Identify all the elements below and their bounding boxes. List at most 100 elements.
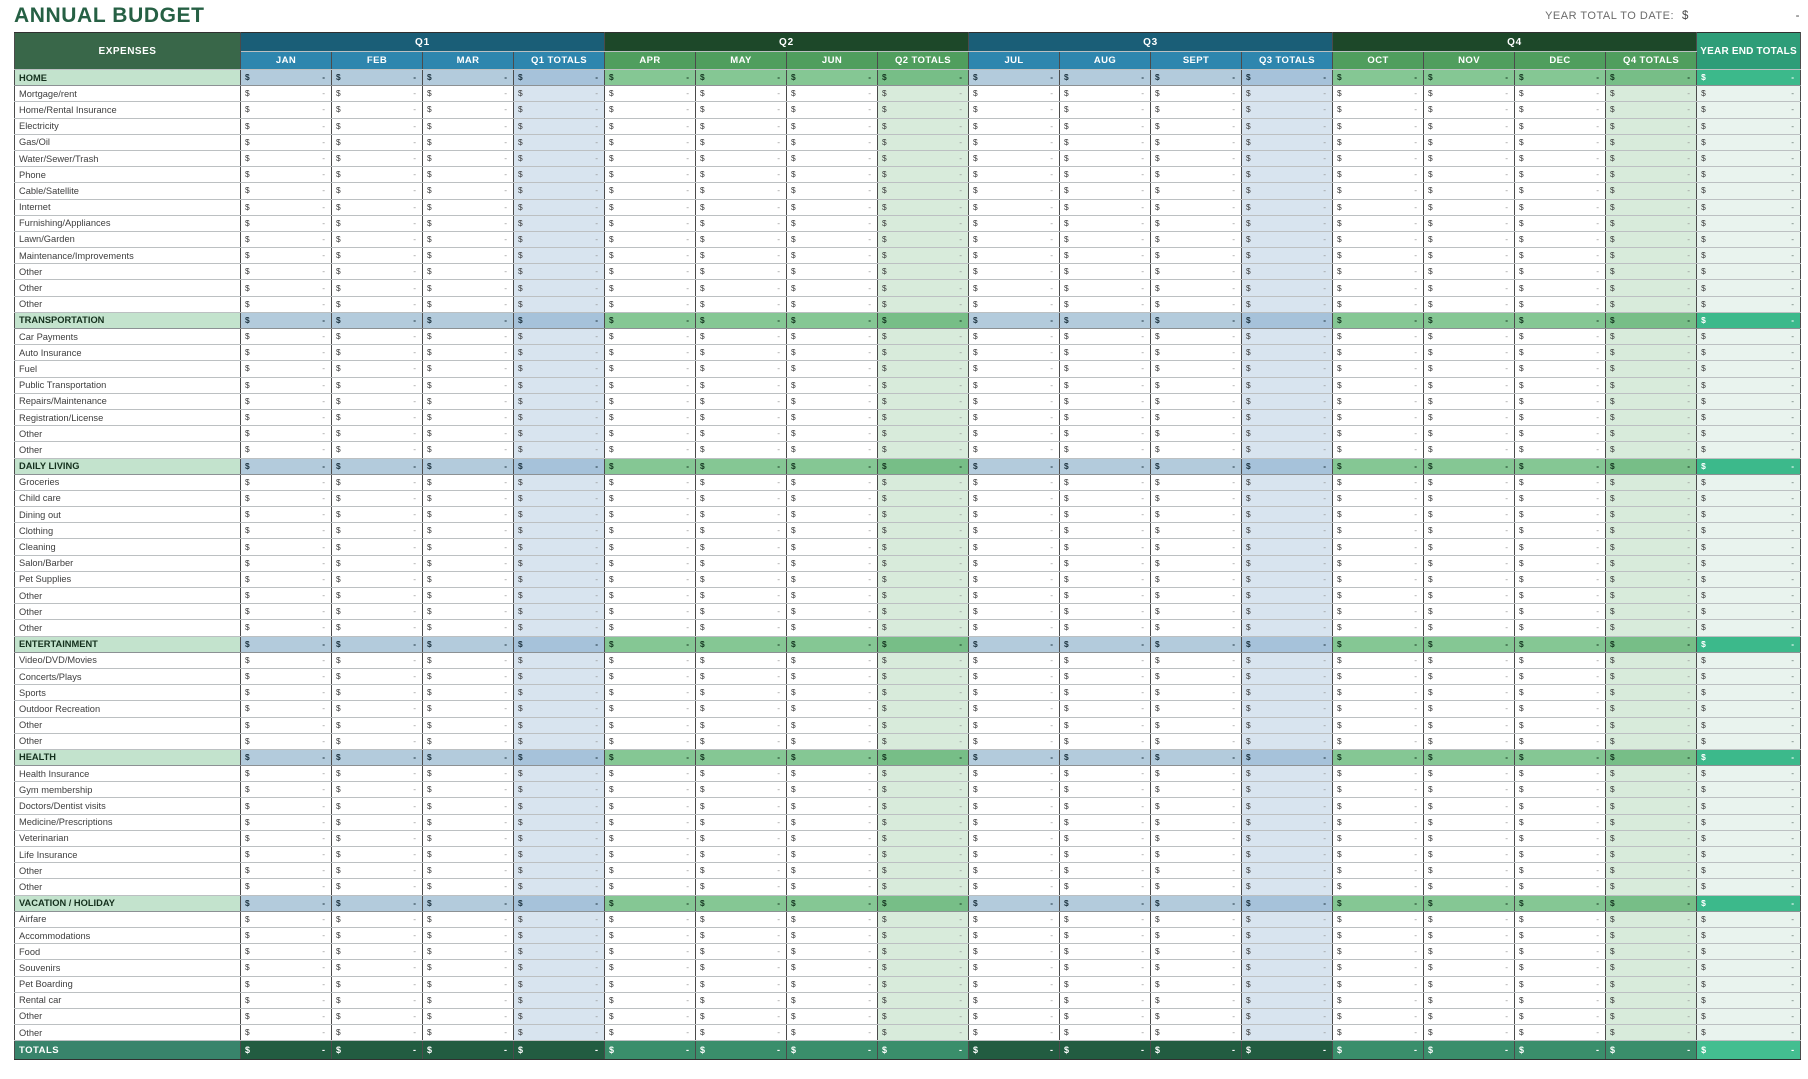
money-cell[interactable]: $ - (1514, 1007, 1607, 1026)
section-money-cell[interactable]: $ - (1423, 68, 1516, 87)
money-cell[interactable]: $ - (604, 85, 697, 103)
money-cell[interactable]: $ - (1332, 667, 1425, 686)
money-cell[interactable]: $ - (1059, 1007, 1152, 1026)
year-end-cell[interactable]: $ - (1696, 910, 1802, 928)
money-cell[interactable]: $ - (968, 230, 1061, 249)
money-cell[interactable]: $ - (331, 845, 423, 864)
money-cell[interactable]: $ - (1059, 279, 1152, 297)
quarter-total-cell[interactable]: $ - (1605, 214, 1698, 232)
money-cell[interactable]: $ - (1514, 327, 1607, 346)
quarter-total-cell[interactable]: $ - (1241, 926, 1334, 945)
money-cell[interactable]: $ - (240, 586, 332, 605)
money-cell[interactable]: $ - (1332, 392, 1425, 410)
money-cell[interactable]: $ - (1150, 425, 1243, 443)
money-cell[interactable]: $ - (604, 408, 697, 427)
expense-label-cell[interactable]: Gas/Oil (14, 133, 241, 151)
money-cell[interactable]: $ - (331, 408, 423, 427)
money-cell[interactable]: $ - (786, 133, 879, 151)
section-quarter-total-cell[interactable]: $ - (1605, 748, 1698, 767)
quarter-total-cell[interactable]: $ - (1241, 117, 1334, 135)
section-money-cell[interactable]: $ - (1059, 68, 1152, 87)
money-cell[interactable]: $ - (1423, 198, 1516, 216)
section-money-cell[interactable]: $ - (1332, 457, 1425, 475)
quarter-total-cell[interactable]: $ - (1605, 198, 1698, 216)
money-cell[interactable]: $ - (422, 117, 514, 135)
section-quarter-total-cell[interactable]: $ - (877, 311, 970, 330)
money-cell[interactable]: $ - (1423, 797, 1516, 815)
money-cell[interactable]: $ - (786, 586, 879, 605)
money-cell[interactable]: $ - (1059, 538, 1152, 556)
quarter-total-cell[interactable]: $ - (512, 408, 606, 427)
quarter-header-q4[interactable]: Q4 (1332, 32, 1698, 52)
money-cell[interactable]: $ - (1332, 506, 1425, 524)
quarter-total-cell[interactable]: $ - (1605, 943, 1698, 961)
money-cell[interactable]: $ - (695, 198, 788, 216)
money-cell[interactable]: $ - (240, 910, 332, 928)
year-end-cell[interactable]: $ - (1696, 506, 1802, 524)
section-money-cell[interactable]: $ - (1059, 748, 1152, 767)
quarter-total-cell[interactable]: $ - (877, 489, 970, 508)
quarter-total-cell[interactable]: $ - (877, 732, 970, 750)
year-end-cell[interactable]: $ - (1696, 327, 1802, 346)
money-cell[interactable]: $ - (422, 586, 514, 605)
money-cell[interactable]: $ - (968, 586, 1061, 605)
money-cell[interactable]: $ - (786, 101, 879, 119)
money-cell[interactable]: $ - (604, 926, 697, 945)
money-cell[interactable]: $ - (1059, 117, 1152, 135)
totals-money-cell[interactable]: $ - (695, 1040, 788, 1061)
money-cell[interactable]: $ - (1514, 230, 1607, 249)
quarter-total-cell[interactable]: $ - (512, 862, 606, 880)
quarter-total-cell[interactable]: $ - (1605, 489, 1698, 508)
month-header-oct[interactable]: OCT (1332, 51, 1425, 70)
money-cell[interactable]: $ - (695, 214, 788, 232)
money-cell[interactable]: $ - (1514, 619, 1607, 637)
money-cell[interactable]: $ - (968, 991, 1061, 1009)
money-cell[interactable]: $ - (331, 538, 423, 556)
section-quarter-total-cell[interactable]: $ - (512, 311, 606, 330)
money-cell[interactable]: $ - (331, 327, 423, 346)
money-cell[interactable]: $ - (1423, 473, 1516, 491)
quarter-total-cell[interactable]: $ - (512, 247, 606, 265)
quarter-total-cell[interactable]: $ - (1605, 263, 1698, 281)
money-cell[interactable]: $ - (1150, 327, 1243, 346)
money-cell[interactable]: $ - (240, 1024, 332, 1042)
quarter-total-cell[interactable]: $ - (877, 829, 970, 848)
money-cell[interactable]: $ - (695, 166, 788, 184)
money-cell[interactable]: $ - (240, 182, 332, 200)
money-cell[interactable]: $ - (695, 506, 788, 524)
money-cell[interactable]: $ - (1514, 149, 1607, 168)
expense-label-cell[interactable]: Other (14, 586, 241, 605)
year-end-cell[interactable]: $ - (1696, 473, 1802, 491)
money-cell[interactable]: $ - (1332, 198, 1425, 216)
money-cell[interactable]: $ - (1423, 247, 1516, 265)
money-cell[interactable]: $ - (1332, 1007, 1425, 1026)
money-cell[interactable]: $ - (1332, 376, 1425, 394)
money-cell[interactable]: $ - (422, 247, 514, 265)
money-cell[interactable]: $ - (604, 327, 697, 346)
quarter-total-cell[interactable]: $ - (1241, 408, 1334, 427)
money-cell[interactable]: $ - (695, 376, 788, 394)
year-end-cell[interactable]: $ - (1696, 392, 1802, 410)
money-cell[interactable]: $ - (604, 797, 697, 815)
section-money-cell[interactable]: $ - (1150, 748, 1243, 767)
money-cell[interactable]: $ - (240, 473, 332, 491)
money-cell[interactable]: $ - (1514, 295, 1607, 313)
money-cell[interactable]: $ - (1150, 975, 1243, 993)
expense-label-cell[interactable]: Auto Insurance (14, 344, 241, 362)
quarter-total-cell[interactable]: $ - (1605, 878, 1698, 896)
money-cell[interactable]: $ - (786, 376, 879, 394)
section-money-cell[interactable]: $ - (240, 635, 332, 653)
money-cell[interactable]: $ - (695, 117, 788, 135)
quarter-total-cell[interactable]: $ - (877, 586, 970, 605)
money-cell[interactable]: $ - (968, 1024, 1061, 1042)
money-cell[interactable]: $ - (604, 166, 697, 184)
totals-money-cell[interactable]: $ - (512, 1040, 606, 1061)
section-money-cell[interactable]: $ - (695, 457, 788, 475)
section-quarter-total-cell[interactable]: $ - (1605, 457, 1698, 475)
money-cell[interactable]: $ - (1514, 570, 1607, 589)
money-cell[interactable]: $ - (1514, 943, 1607, 961)
money-cell[interactable]: $ - (604, 716, 697, 734)
money-cell[interactable]: $ - (786, 570, 879, 589)
money-cell[interactable]: $ - (1423, 845, 1516, 864)
quarter-total-cell[interactable]: $ - (877, 603, 970, 621)
